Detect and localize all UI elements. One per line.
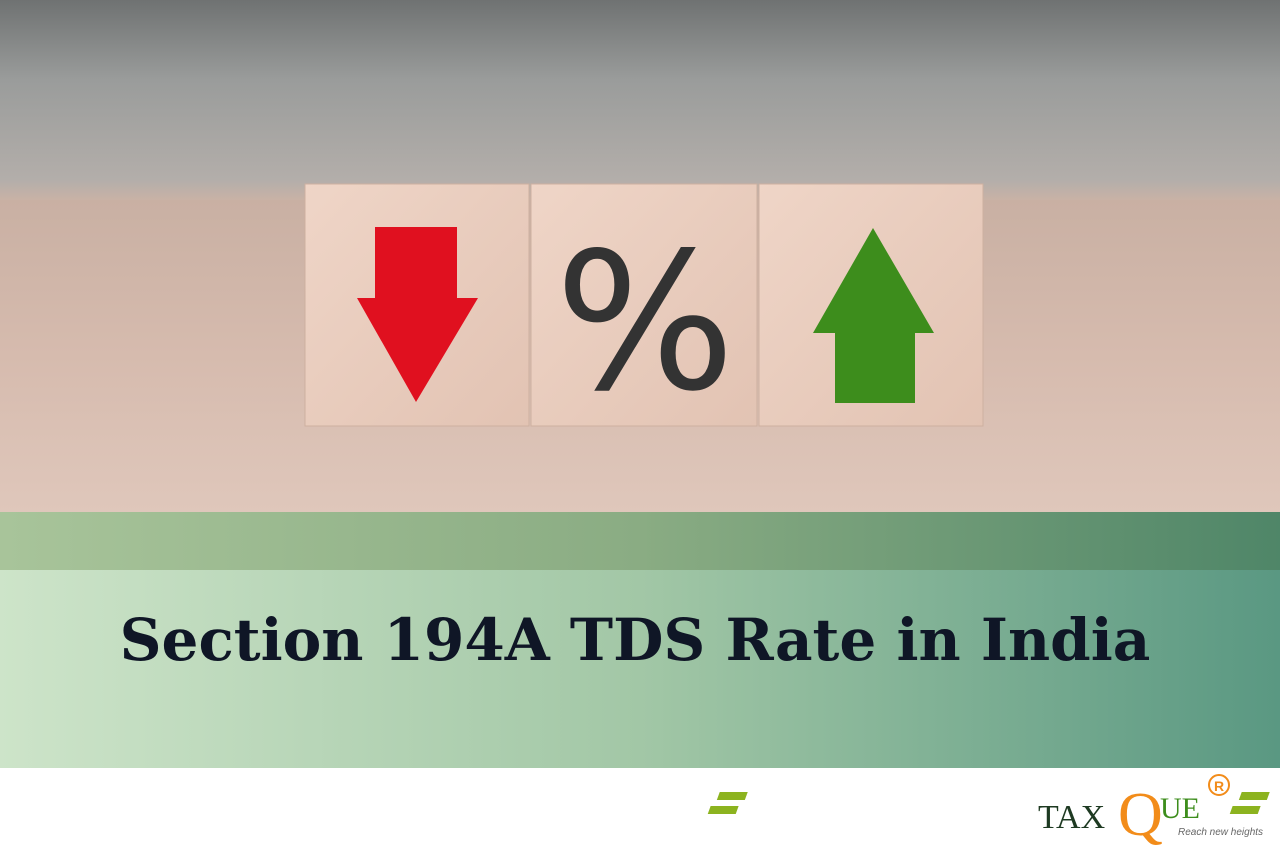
footer [0,768,1280,854]
wood-block [530,183,758,427]
logo-q: Q [1118,781,1163,849]
up-arrow [813,228,934,403]
banner-title: Section 194A TDS Rate in India [120,606,1151,674]
registered-circle [1208,774,1230,796]
logo-bar [716,792,748,800]
registered-mark: R [1214,778,1224,794]
logo-text: UE [1160,792,1200,825]
percent-symbol: % [555,212,736,433]
band-main [0,570,1280,768]
logo: TAX Q UE R Reach new heights [707,774,1270,849]
down-arrow [357,227,478,402]
logo-bar [1229,806,1261,814]
logo-tagline: Reach new heights [1178,827,1263,838]
band-top [0,512,1280,570]
logo-text: TAX [1038,799,1105,836]
logo-bar [707,806,739,814]
logo-bar [1238,792,1270,800]
photo-background [0,0,1280,200]
